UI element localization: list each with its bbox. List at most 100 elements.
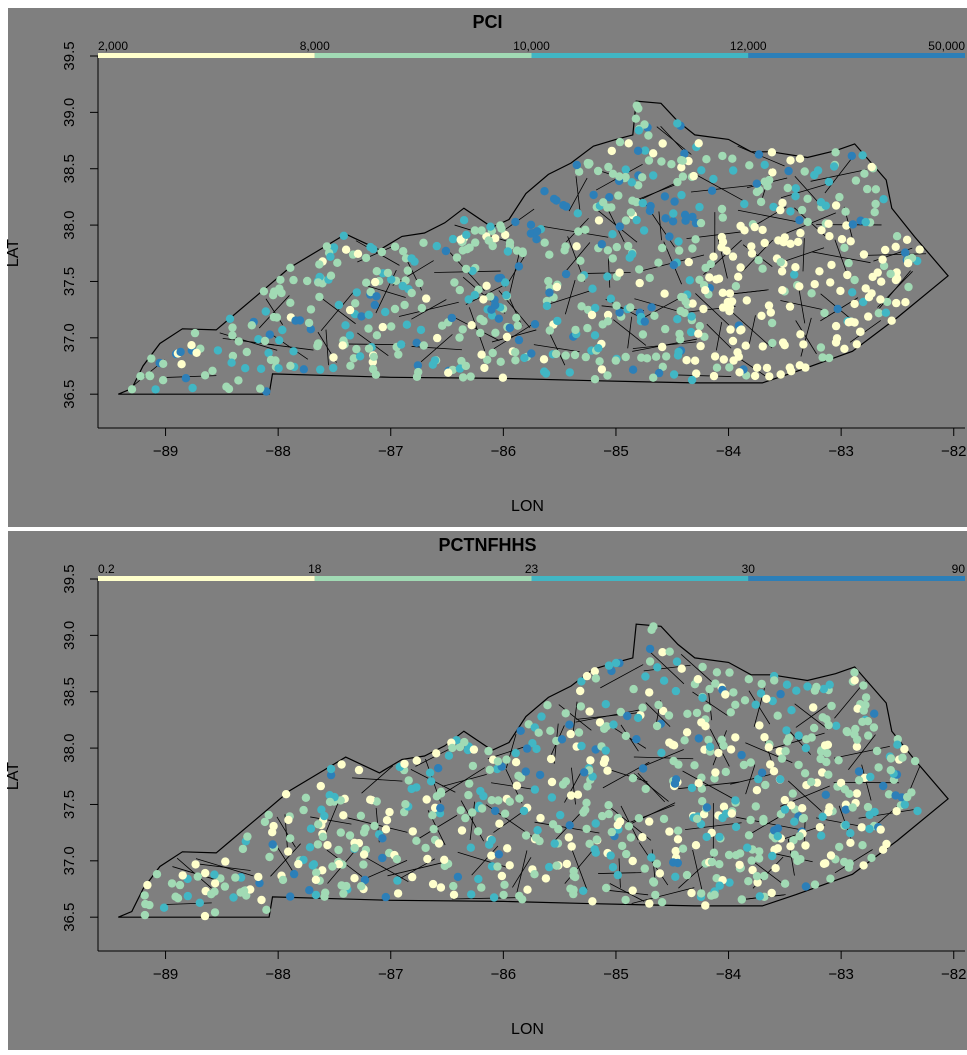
data-point xyxy=(181,374,191,383)
y-tick-label: 38.0 xyxy=(61,733,78,762)
data-point xyxy=(691,841,701,850)
data-point xyxy=(614,191,623,200)
data-point xyxy=(597,365,607,374)
data-point xyxy=(608,254,617,263)
data-point xyxy=(837,235,847,244)
data-point xyxy=(491,234,500,243)
data-point xyxy=(747,856,756,865)
data-point xyxy=(731,822,741,832)
legend-swatch xyxy=(531,53,749,58)
data-point xyxy=(491,328,500,337)
data-point xyxy=(495,819,504,828)
data-point xyxy=(453,872,463,882)
data-point xyxy=(421,843,430,853)
data-point xyxy=(355,352,365,361)
data-point xyxy=(820,308,829,318)
data-point xyxy=(879,781,888,791)
data-point xyxy=(489,893,499,902)
x-tick-label: −84 xyxy=(716,966,741,983)
pci-panel: 2,000 8,000 10,000 12,000 50,000 −89 −88 −87 −86… xyxy=(5,8,967,527)
data-point xyxy=(645,644,655,654)
data-point xyxy=(315,292,324,302)
data-point xyxy=(743,843,752,852)
y-axis-label: LAT xyxy=(5,238,23,268)
data-point xyxy=(831,148,840,157)
data-point xyxy=(158,376,168,385)
data-point xyxy=(861,693,871,702)
county-boundary xyxy=(859,253,927,256)
data-point xyxy=(797,205,807,215)
data-point xyxy=(468,761,478,771)
data-point xyxy=(898,753,907,762)
data-point xyxy=(603,766,612,775)
data-point xyxy=(532,744,541,754)
county-boundary xyxy=(849,320,881,343)
data-point xyxy=(608,169,618,178)
data-point xyxy=(841,207,850,216)
data-point xyxy=(208,366,217,375)
data-point xyxy=(672,657,682,666)
data-point xyxy=(601,746,610,755)
data-point xyxy=(768,696,777,706)
data-point xyxy=(416,325,426,335)
data-point xyxy=(486,292,495,301)
data-point xyxy=(858,151,867,160)
data-point xyxy=(488,348,497,358)
data-point xyxy=(569,885,578,894)
data-point xyxy=(871,199,880,209)
data-point xyxy=(719,802,729,811)
data-point xyxy=(145,900,154,910)
data-point xyxy=(320,811,329,821)
data-point xyxy=(265,852,274,862)
data-point xyxy=(370,300,379,310)
data-point xyxy=(826,278,835,287)
data-point xyxy=(337,760,346,769)
data-point xyxy=(369,244,378,254)
data-point xyxy=(694,734,703,743)
data-point xyxy=(413,361,423,370)
data-point xyxy=(295,316,305,325)
data-point xyxy=(256,364,266,373)
data-point xyxy=(576,256,585,265)
data-point xyxy=(688,212,697,222)
data-point xyxy=(455,333,464,342)
county-boundary xyxy=(469,801,476,841)
data-point xyxy=(339,811,348,820)
data-point xyxy=(633,713,643,723)
data-point xyxy=(815,823,825,832)
x-tick-label: −83 xyxy=(828,966,853,983)
data-point xyxy=(695,202,704,212)
data-point xyxy=(659,706,668,716)
data-point xyxy=(709,252,718,261)
data-point xyxy=(607,146,616,156)
data-point xyxy=(884,790,894,799)
data-point xyxy=(325,797,335,807)
legend-break-label: 30 xyxy=(742,562,756,576)
data-point xyxy=(238,844,248,854)
data-point xyxy=(823,749,832,758)
data-point xyxy=(353,249,363,258)
data-point xyxy=(352,344,361,354)
data-point xyxy=(650,311,659,320)
data-point xyxy=(724,850,734,860)
legend-swatch xyxy=(748,576,965,581)
data-point xyxy=(505,861,514,870)
data-point xyxy=(408,827,417,836)
data-point xyxy=(361,253,371,263)
county-boundary xyxy=(176,857,212,889)
data-point xyxy=(276,275,285,284)
legend-break-label: 10,000 xyxy=(513,39,550,53)
data-point xyxy=(886,754,896,763)
data-point xyxy=(422,294,431,303)
county-boundary xyxy=(325,329,329,366)
data-point xyxy=(626,833,636,842)
county-boundary xyxy=(632,182,680,202)
data-point xyxy=(502,291,511,300)
data-point xyxy=(351,299,360,308)
data-point xyxy=(674,237,683,246)
data-point xyxy=(649,877,658,886)
data-point xyxy=(689,171,698,181)
data-point xyxy=(711,768,720,777)
data-point xyxy=(825,803,834,812)
data-point xyxy=(412,756,421,765)
